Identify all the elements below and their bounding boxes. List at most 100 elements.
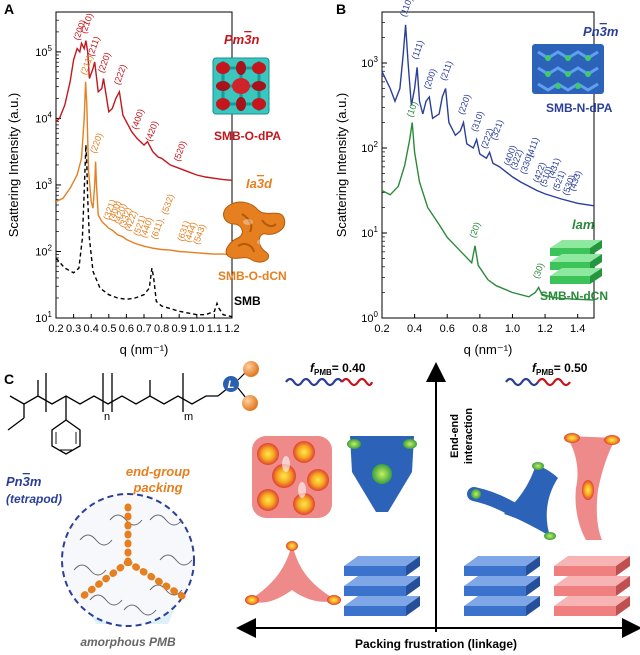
chart-b-series-line-smb-n-dcn xyxy=(381,122,595,301)
x-axis-caption-c: Packing frustration (linkage) xyxy=(355,637,517,651)
linker-l-label: L xyxy=(228,379,235,391)
phase-label-ia3d: Ia3d xyxy=(246,176,273,191)
chart-a-series-line-smb xyxy=(55,144,233,318)
chart-a-x-tick-label-8: 1.0 xyxy=(189,323,204,335)
tetrapod-caption: (tetrapod) xyxy=(6,492,62,506)
series-label-smb-n-dpa: SMB-N-dPA xyxy=(546,101,613,115)
chart-b-peak-label: (220) xyxy=(456,93,473,116)
f-pmb-040-label: fPMB= 0.40 xyxy=(310,361,366,377)
axis-b: 0.2 0.4 0.6 0.8 1.0 1.2 1.4 100 101 102 103 xyxy=(361,22,585,335)
chart-a-series-line-smb-o-dcn xyxy=(55,81,233,256)
pink-cubic-network xyxy=(252,436,332,518)
chart-b-peak-label: (200) xyxy=(422,67,439,90)
series-group-b xyxy=(381,24,595,301)
y-axis-label-b: Scattering Intensity (a.u.) xyxy=(334,93,349,238)
pink-tube-network xyxy=(564,433,620,540)
chain-squiggle-050-blue xyxy=(505,377,539,387)
chart-b-x-tick-label-6: 1.4 xyxy=(570,323,585,335)
blue-tripod xyxy=(467,462,558,540)
plot-frame-b xyxy=(381,11,595,319)
x-axis-label-a: q (nm⁻¹) xyxy=(120,342,169,357)
chart-b-x-tick-label-2: 0.6 xyxy=(440,323,455,335)
polymer-subscript-n: n xyxy=(104,411,110,423)
amorphous-pmb-caption: amorphous PMB xyxy=(80,635,176,649)
x-axis-label-b: q (nm⁻¹) xyxy=(464,342,513,357)
chart-b-peak-label: (310) xyxy=(469,110,486,133)
series-group-a xyxy=(55,40,233,318)
pm3n-structure-illustration xyxy=(212,57,270,115)
chart-a-y-tick-label-0: 101 xyxy=(35,310,52,325)
end-group-caption-1: end-group xyxy=(126,464,190,479)
chart-a-x-tick-label-4: 0.6 xyxy=(119,323,134,335)
chart-a-x-tick-label-2: 0.4 xyxy=(84,323,99,335)
f-pmb-050-label: fPMB= 0.50 xyxy=(532,361,588,377)
chart-a-peak-label: (211) xyxy=(78,54,94,77)
chart-a-y-tick-label-1: 102 xyxy=(35,243,52,258)
chart-b-peak-label: (321) xyxy=(489,118,506,141)
chart-a-peak-label: (211) xyxy=(85,35,101,58)
lamellae-green-illustration xyxy=(550,240,602,284)
chart-a-series-line-smb-o-dpa xyxy=(55,40,233,181)
polymer-structure xyxy=(7,373,229,455)
chart-a-peak-label: (420) xyxy=(144,120,161,143)
chart-a-x-tick-label-6: 0.8 xyxy=(154,323,169,335)
chart-b-peak-label: (20) xyxy=(467,221,482,239)
chart-b-peak-label: (411) xyxy=(525,136,541,159)
chart-a-x-tick-label-1: 0.3 xyxy=(66,323,81,335)
series-label-smb-o-dpa: SMB-O-dPA xyxy=(214,129,281,143)
chart-b-x-tick-label-0: 0.2 xyxy=(374,323,389,335)
y-axis-caption-c-2: interaction xyxy=(463,408,475,465)
axis-a: 0.2 0.3 0.4 0.5 0.6 0.7 0.8 0.9 1.0 1.1 1.2 101 102 1… xyxy=(35,19,240,335)
chart-a-y-tick-label-2: 103 xyxy=(35,177,52,192)
chart-b-y-tick-label-3: 103 xyxy=(361,55,378,70)
chart-b-x-tick-label-5: 1.2 xyxy=(537,323,552,335)
blue-tetrapod-green-tips xyxy=(347,436,417,512)
chart-b-x-tick-label-4: 1.0 xyxy=(505,323,520,335)
chart-b-series-line-smb-n-dpa xyxy=(381,24,595,207)
chart-a-peak-label: (520) xyxy=(172,140,189,163)
blue-lamellae-050 xyxy=(464,556,540,616)
chart-b-peak-label: (111) xyxy=(410,39,426,61)
series-label-smb: SMB xyxy=(234,294,261,308)
pink-lamellae-050 xyxy=(554,556,630,616)
chain-squiggle-040-red xyxy=(341,377,374,387)
plot-frame-a xyxy=(55,11,233,319)
chart-a-peak-label: (222) xyxy=(112,63,129,86)
y-axis-caption-c-1: End-end xyxy=(449,414,461,458)
chart-a-peak-label: (220) xyxy=(88,132,105,155)
chain-squiggle-050-red xyxy=(537,377,571,387)
peak-labels-a: (200)(210)(211)(220)(222)(400)(420)(520)… xyxy=(71,12,207,246)
chart-b-peak-label: (110) xyxy=(398,0,414,18)
series-label-smb-o-dcn: SMB-O-dCN xyxy=(218,269,287,283)
chart-panel-a: 0.2 0.3 0.4 0.5 0.6 0.7 0.8 0.9 1.0 1.1 1.2 101 102 1… xyxy=(6,11,287,357)
pn3m-network-illustration xyxy=(532,44,604,94)
blue-lamellae-040 xyxy=(344,556,420,616)
linker-l-circle xyxy=(223,376,239,392)
chart-b-y-tick-label-1: 101 xyxy=(361,225,378,240)
phase-label-pm3n: Pm3n xyxy=(224,32,259,47)
schematic-panel-c: n m L Pn3m (tetrapod) end-group packing xyxy=(6,361,640,651)
chart-b-peak-label: (10) xyxy=(405,100,420,118)
chart-a-x-tick-label-3: 0.5 xyxy=(101,323,116,335)
chart-b-peak-label: (30) xyxy=(531,262,546,280)
y-axis-label-a: Scattering Intensity (a.u.) xyxy=(6,93,21,238)
chart-a-x-tick-label-10: 1.2 xyxy=(224,323,239,335)
chart-b-y-tick-label-2: 102 xyxy=(361,140,378,155)
chart-a-x-tick-label-0: 0.2 xyxy=(48,323,63,335)
chart-b-y-tick-label-0: 100 xyxy=(361,310,378,325)
chart-b-x-tick-label-3: 0.8 xyxy=(472,323,487,335)
chart-a-peak-label: (400) xyxy=(129,108,146,131)
end-group-caption-2: packing xyxy=(132,480,182,495)
phase-label-lam: lam xyxy=(572,217,595,232)
chart-a-peak-label: (210) xyxy=(78,12,95,35)
polymer-subscript-m: m xyxy=(184,411,193,423)
pn3m-tetrapod-label: Pn3m xyxy=(6,474,42,489)
peak-labels-b: (110)(111)(200) (211)(220)(310)(222)(321)… xyxy=(398,0,583,280)
end-group-ball-top xyxy=(243,361,259,377)
chart-a-x-tick-label-9: 1.1 xyxy=(207,323,222,335)
panel-letter-c: C xyxy=(4,371,14,387)
pink-tripod xyxy=(245,541,341,605)
tetrapod-schematic xyxy=(61,493,196,627)
series-label-smb-n-dcn: SMB-N-dCN xyxy=(540,289,608,303)
